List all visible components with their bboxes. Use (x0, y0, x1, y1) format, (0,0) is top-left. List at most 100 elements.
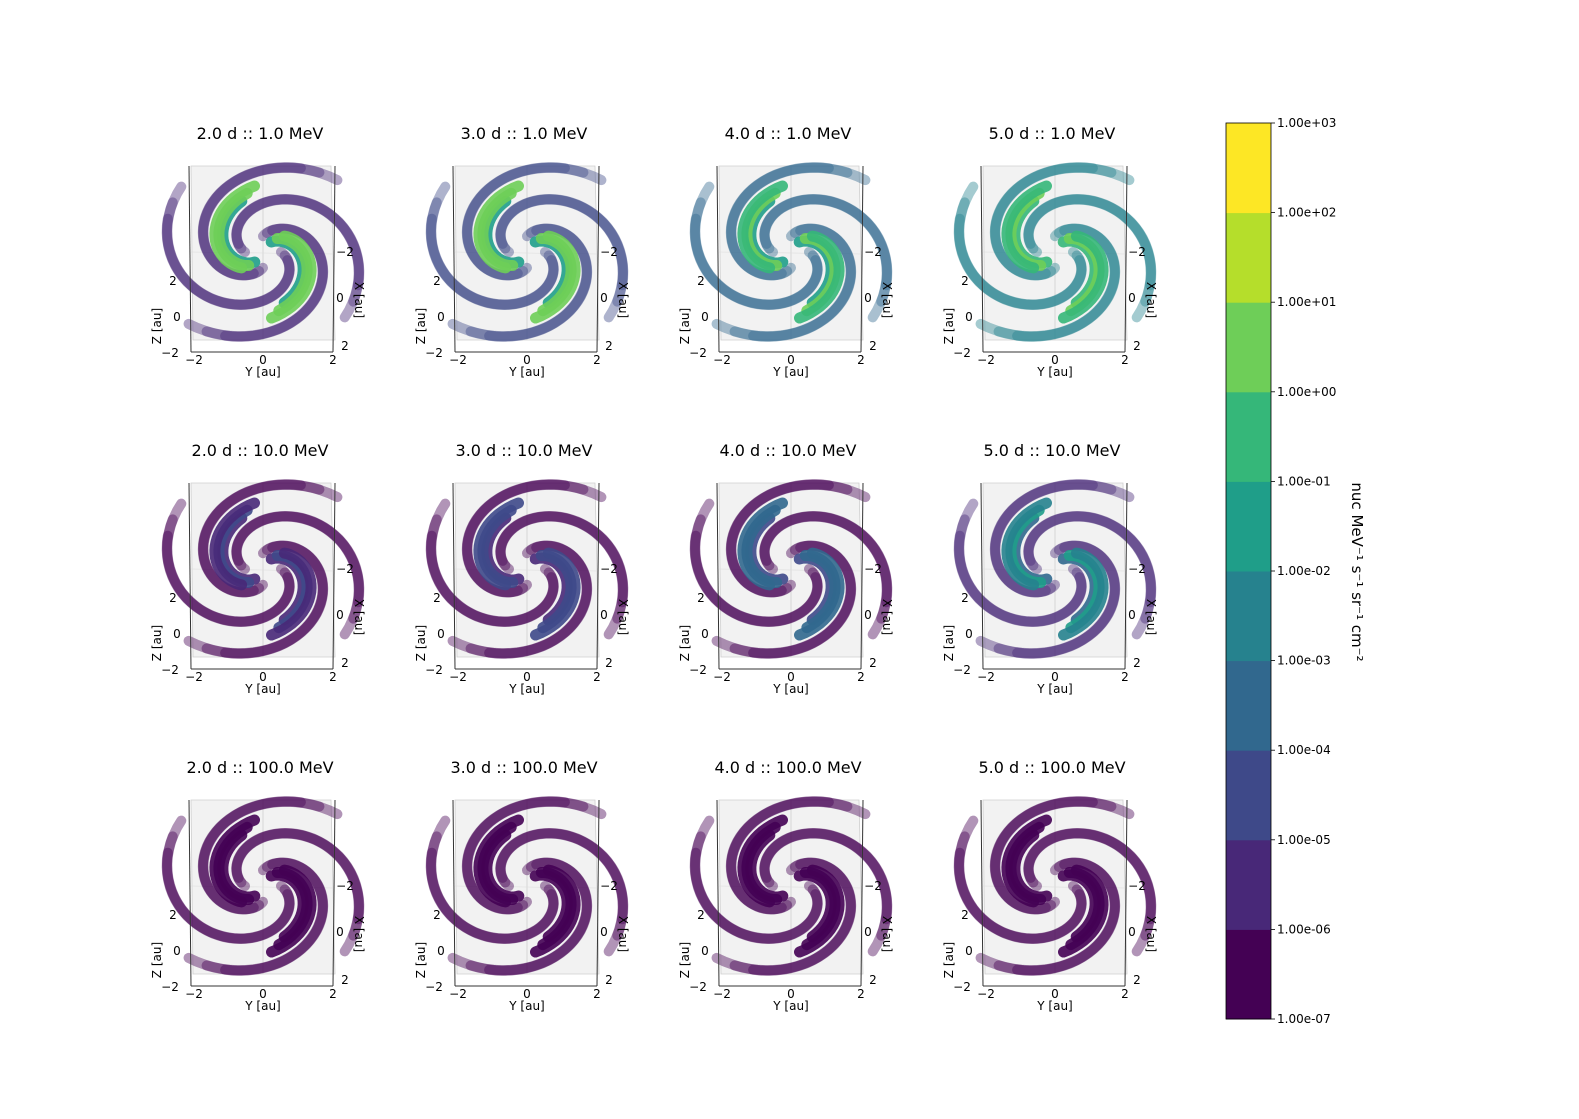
x-tick-label: 2 (593, 670, 601, 684)
z-tick-label: 0 (965, 627, 973, 641)
depth-axis-line (332, 482, 336, 670)
x-tick-label: 2 (1121, 987, 1129, 1001)
colorbar-segment (1226, 391, 1271, 482)
z-tick-label: −2 (425, 980, 443, 994)
x-tick-label: 0 (1051, 670, 1059, 684)
z-tick-label: 0 (173, 944, 181, 958)
spiral-arm-outer (465, 223, 592, 342)
spiral-arm-outer (161, 847, 295, 945)
spiral-arm-outer (425, 831, 559, 944)
x-tick-label: −2 (977, 987, 995, 1001)
spiral-arm-outer (954, 815, 1087, 944)
spiral-arms (425, 796, 629, 976)
spiral-arm-inner (737, 814, 788, 908)
panel-title: 5.0 d :: 1.0 MeV (989, 124, 1116, 143)
z-tick-label: 0 (437, 944, 445, 958)
depth-tick-label: −2 (336, 879, 354, 893)
spiral-arm-outer (426, 181, 559, 310)
spiral-arm-outer (484, 223, 593, 342)
depth-tick-label: −2 (864, 879, 882, 893)
spiral-arm-outer (990, 479, 1135, 598)
depth-axis-label: X [au] (880, 599, 894, 635)
panel-title: 3.0 d :: 100.0 MeV (450, 758, 597, 777)
spiral-arm-outer (690, 181, 823, 310)
spiral-arm-outer (975, 223, 1120, 342)
panel-title: 2.0 d :: 100.0 MeV (186, 758, 333, 777)
x-axis-label: Y [au] (508, 999, 544, 1013)
depth-tick-label: −2 (864, 562, 882, 576)
spiral-arm-outer (495, 511, 628, 640)
z-tick-label: −2 (953, 663, 971, 677)
spiral-arm-outer (759, 828, 893, 941)
spiral-arm-outer (201, 857, 328, 976)
spiral-arm-outer (495, 193, 629, 291)
spiral-arm-outer (990, 796, 1117, 915)
spiral-arm-outer (183, 223, 328, 342)
spiral-arm-outer (484, 540, 593, 659)
spiral-arms (689, 479, 893, 659)
x-axis-label: Y [au] (508, 682, 544, 696)
z-axis-label: Z [au] (414, 625, 428, 661)
z-axis-label: Z [au] (678, 942, 692, 978)
spiral-arms (953, 162, 1157, 342)
spiral-arm-outer (990, 162, 1135, 281)
x-tick-label: 2 (329, 987, 337, 1001)
spiral-arm-inner (737, 180, 788, 274)
depth-axis-line (596, 482, 600, 670)
z-tick-label: 2 (169, 274, 177, 288)
panel-title: 2.0 d :: 10.0 MeV (192, 441, 329, 460)
spiral-arm-outer (725, 479, 834, 598)
depth-tick-label: 0 (336, 608, 344, 622)
spiral-arm-outer (689, 514, 823, 627)
x-axis-label: Y [au] (772, 365, 808, 379)
depth-tick-label: −2 (1128, 879, 1146, 893)
x-tick-label: 2 (857, 670, 865, 684)
spiral-arm-inner (1058, 547, 1109, 641)
z-tick-label: 0 (965, 310, 973, 324)
depth-axis-label: X [au] (1144, 282, 1158, 318)
spiral-arm-outer (990, 162, 1117, 281)
spiral-arms (425, 162, 629, 342)
z-axis-label: Z [au] (414, 308, 428, 344)
colorbar-tick-label: 1.00e-01 (1277, 474, 1331, 488)
colorbar-label: nuc MeV⁻¹ s⁻¹ sr⁻¹ cm⁻² (1348, 482, 1366, 661)
spiral-arm-outer (1012, 223, 1121, 342)
z-tick-label: −2 (689, 663, 707, 677)
spiral-arm-outer (198, 796, 325, 915)
z-axis-line (452, 482, 456, 670)
x-tick-label: 0 (259, 670, 267, 684)
spiral-arm-inner (1001, 814, 1052, 908)
spiral-arm-outer (729, 223, 856, 342)
z-axis-line (452, 165, 456, 353)
colorbar-tick-label: 1.00e-02 (1277, 564, 1331, 578)
x-tick-label: 0 (1051, 987, 1059, 1001)
x-tick-label: 2 (329, 670, 337, 684)
depth-axis-line (860, 799, 864, 987)
z-axis-line (716, 482, 720, 670)
spiral-arm-outer (462, 162, 589, 281)
spiral-arm-outer (729, 857, 856, 976)
spiral-arm-inner (1001, 180, 1052, 274)
z-axis-line (716, 165, 720, 353)
spiral-arm-outer (759, 827, 893, 925)
spiral-arm-inner (794, 547, 845, 641)
colorbar-tick-label: 1.00e-07 (1277, 1012, 1331, 1026)
depth-axis-line (860, 482, 864, 670)
spiral-arm-outer (975, 540, 1120, 659)
x-tick-label: −2 (977, 670, 995, 684)
depth-tick-label: −2 (600, 562, 618, 576)
depth-axis-label: X [au] (1144, 916, 1158, 952)
z-tick-label: −2 (161, 663, 179, 677)
spiral-arm-outer (161, 514, 295, 627)
z-tick-label: 2 (433, 591, 441, 605)
spiral-arm-outer (220, 223, 329, 342)
depth-tick-label: 2 (341, 656, 349, 670)
depth-tick-label: 2 (869, 339, 877, 353)
spiral-arm-outer (729, 540, 856, 659)
x-axis-label: Y [au] (1036, 682, 1072, 696)
spiral-arm-outer (954, 498, 1087, 627)
spiral-arms (425, 479, 629, 659)
x-axis-label: Y [au] (244, 999, 280, 1013)
panel-title: 2.0 d :: 1.0 MeV (197, 124, 324, 143)
